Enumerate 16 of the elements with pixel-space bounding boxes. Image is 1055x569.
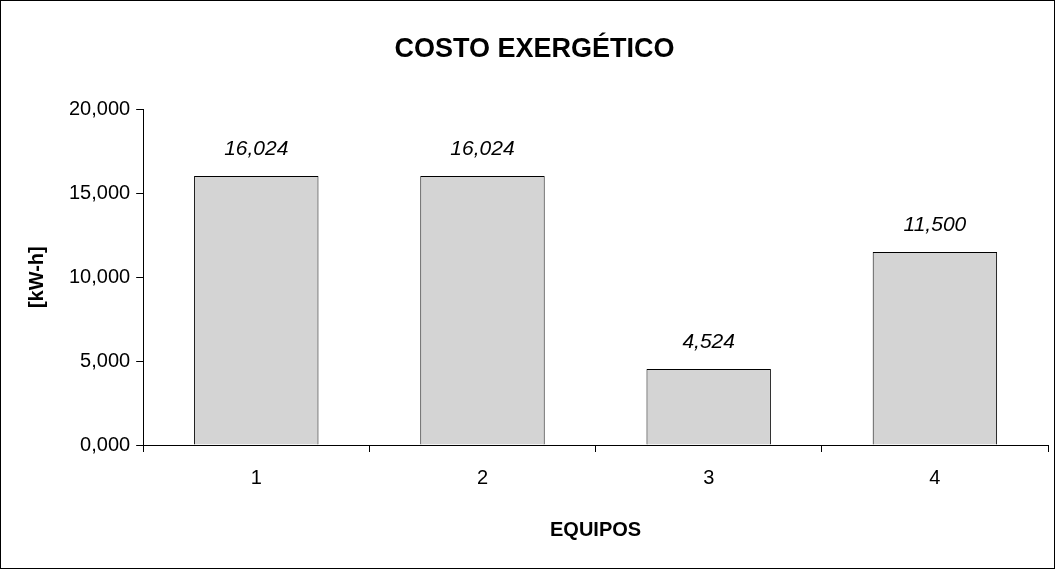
y-tick-label: 20,000 (69, 96, 131, 119)
data-label: 16,024 (450, 136, 515, 160)
y-tick-label: 10,000 (69, 264, 131, 287)
data-label: 11,500 (903, 212, 967, 236)
chart-title: COSTO EXERGÉTICO (394, 31, 675, 63)
x-tick-label: 4 (929, 465, 941, 488)
x-tick-label: 3 (703, 465, 715, 488)
y-tick-label: 5,000 (80, 348, 131, 371)
x-axis-title: EQUIPOS (550, 517, 642, 540)
data-label: 4,524 (682, 329, 735, 353)
x-tick-label: 2 (476, 465, 489, 488)
y-axis-title: [kW-h] (24, 246, 47, 309)
y-tick-label: 0,000 (80, 432, 131, 455)
x-tick-label: 1 (250, 465, 262, 488)
y-tick-label: 15,000 (69, 180, 131, 203)
data-label: 16,024 (224, 136, 289, 160)
